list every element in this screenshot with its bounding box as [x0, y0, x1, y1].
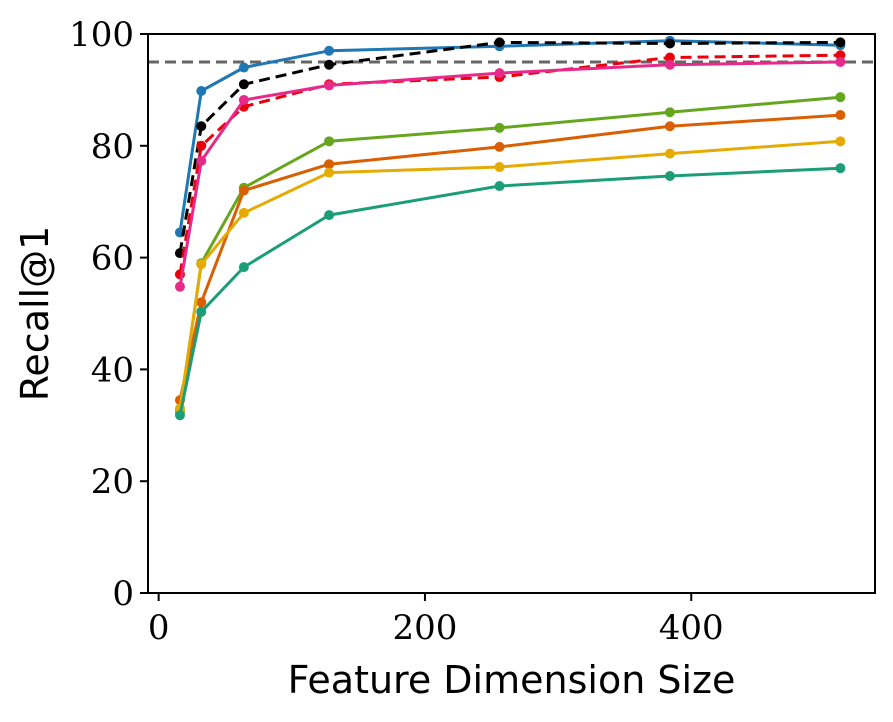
- y-tick-label: 80: [91, 127, 134, 167]
- data-point: [196, 121, 207, 132]
- data-point: [238, 62, 249, 73]
- data-point: [494, 141, 505, 152]
- data-point: [238, 185, 249, 196]
- data-point: [324, 167, 335, 178]
- data-point: [196, 297, 207, 308]
- data-point: [324, 80, 335, 91]
- data-point: [324, 59, 335, 70]
- x-tick-label: 0: [148, 608, 170, 648]
- data-point: [494, 68, 505, 79]
- y-tick-label: 60: [91, 239, 134, 279]
- data-point: [494, 122, 505, 133]
- plot-data-layer: [148, 35, 875, 421]
- axis-ticks: 0 200 400 0 20 40 60 80 100: [69, 15, 724, 648]
- series-line: [178, 39, 841, 233]
- x-tick-label: 200: [392, 608, 457, 648]
- data-point: [238, 262, 249, 273]
- data-point: [174, 281, 185, 292]
- data-point: [494, 181, 505, 192]
- data-point: [835, 110, 846, 121]
- data-point: [196, 140, 207, 151]
- y-tick-label: 40: [91, 350, 134, 390]
- data-point: [494, 37, 505, 48]
- series-line: [178, 60, 841, 287]
- series-line: [178, 166, 841, 416]
- data-point: [238, 207, 249, 218]
- data-point: [196, 155, 207, 166]
- data-point: [238, 94, 249, 105]
- data-point: [664, 107, 675, 118]
- series-6: [174, 110, 846, 406]
- data-point: [664, 52, 675, 63]
- data-point: [174, 410, 185, 421]
- data-point: [324, 159, 335, 170]
- data-point: [196, 259, 207, 270]
- x-axis-title: Feature Dimension Size: [288, 658, 736, 702]
- data-point: [835, 56, 846, 67]
- data-point: [664, 59, 675, 70]
- plot-frame: [147, 33, 876, 594]
- y-axis-title: Recall@1: [13, 226, 57, 402]
- series-5: [174, 92, 846, 417]
- data-point: [664, 148, 675, 159]
- series-line: [178, 139, 841, 409]
- data-point: [664, 38, 675, 49]
- data-point: [238, 79, 249, 90]
- data-point: [494, 162, 505, 173]
- series-line: [178, 113, 841, 401]
- x-tick-label: 400: [659, 608, 724, 648]
- data-point: [324, 45, 335, 56]
- data-point: [835, 37, 846, 48]
- data-point: [664, 170, 675, 181]
- y-tick-label: 20: [91, 462, 134, 502]
- data-point: [664, 121, 675, 132]
- series-1: [174, 35, 846, 238]
- data-point: [835, 163, 846, 174]
- y-tick-label: 0: [112, 574, 134, 614]
- y-tick-label: 100: [69, 15, 134, 55]
- data-point: [324, 210, 335, 221]
- data-point: [835, 136, 846, 147]
- data-point: [324, 136, 335, 147]
- data-point: [835, 92, 846, 103]
- data-point: [196, 86, 207, 97]
- series-7: [174, 136, 846, 414]
- data-point: [196, 306, 207, 317]
- series-8: [174, 163, 846, 421]
- series-4: [174, 56, 846, 292]
